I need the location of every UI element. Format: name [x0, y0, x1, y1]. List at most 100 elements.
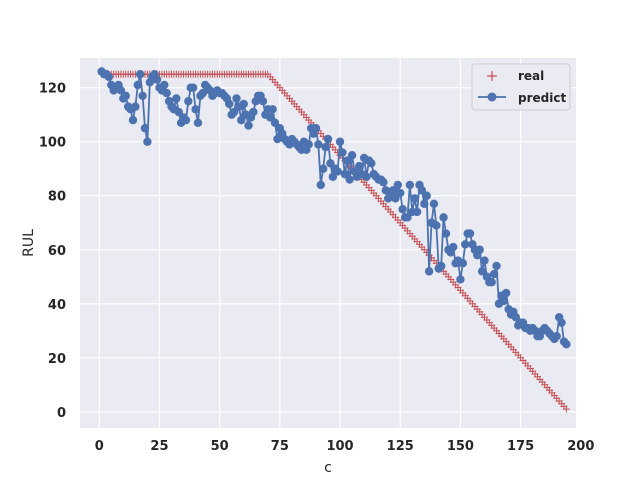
predict-point — [477, 267, 487, 276]
predict-point — [379, 178, 388, 187]
predict-point — [403, 213, 412, 222]
predict-point — [225, 99, 234, 109]
legend-marker-predict — [478, 92, 506, 102]
predict-point — [499, 296, 508, 306]
predict-point — [162, 88, 171, 98]
legend-marker-real — [487, 71, 497, 81]
predict-point — [489, 269, 499, 279]
predict-point — [198, 88, 207, 98]
predict-point — [326, 159, 335, 168]
predict-point — [480, 256, 489, 265]
predict-point — [128, 115, 138, 125]
x-tick-label: 25 — [150, 439, 168, 454]
predict-point — [270, 118, 280, 128]
predict-point — [191, 105, 200, 114]
predict-point — [456, 275, 465, 284]
x-tick-label: 50 — [211, 439, 229, 454]
predict-point — [511, 313, 521, 322]
predict-point — [436, 261, 446, 271]
predict-point — [362, 172, 371, 182]
predict-point — [244, 121, 253, 130]
predict-point — [410, 194, 419, 203]
predict-point — [393, 180, 403, 190]
predict-point — [232, 94, 241, 103]
x-tick-label: 100 — [326, 439, 353, 454]
predict-point — [492, 261, 501, 271]
predict-point — [193, 118, 203, 128]
predict-point — [417, 186, 427, 195]
predict-point — [475, 245, 484, 254]
predict-point — [420, 199, 429, 209]
y-tick-label: 20 — [48, 352, 66, 367]
predict-point — [381, 186, 390, 195]
x-axis-ticks: 0 25 50 75 100 125 150 175 200 — [95, 439, 595, 454]
predict-point — [249, 107, 258, 117]
plot-background — [80, 58, 576, 428]
predict-point — [347, 151, 357, 160]
predict-point — [396, 188, 405, 198]
predict-point — [562, 340, 571, 349]
predict-point — [138, 91, 147, 101]
predict-point — [116, 86, 126, 95]
y-tick-label: 0 — [57, 406, 66, 421]
predict-point — [314, 140, 323, 149]
predict-point — [273, 134, 282, 144]
predict-point — [323, 134, 333, 144]
predict-point — [321, 142, 330, 152]
y-axis-label: RUL — [21, 229, 37, 257]
predict-point — [501, 288, 511, 298]
predict-point — [412, 207, 422, 217]
predict-point — [461, 240, 470, 249]
predict-point — [328, 172, 338, 182]
predict-point — [268, 105, 277, 114]
x-tick-label: 175 — [507, 439, 534, 454]
predict-point — [140, 124, 150, 133]
real-point — [562, 405, 570, 413]
x-tick-label: 200 — [567, 439, 594, 454]
predict-point — [239, 99, 248, 109]
predict-point — [229, 107, 239, 117]
predict-point — [135, 70, 145, 79]
x-tick-label: 0 — [95, 439, 104, 454]
predict-point — [188, 83, 198, 92]
legend-label-real: real — [518, 69, 544, 83]
predict-point — [422, 191, 431, 200]
x-tick-label: 75 — [271, 439, 289, 454]
predict-point — [121, 91, 130, 101]
y-tick-label: 120 — [39, 82, 66, 97]
predict-point — [340, 169, 350, 179]
predict-point — [131, 102, 140, 111]
predict-point — [465, 229, 475, 238]
y-tick-label: 80 — [48, 190, 66, 205]
predict-point — [133, 80, 142, 90]
predict-point — [160, 80, 169, 90]
predict-point — [355, 161, 364, 171]
predict-point — [311, 124, 321, 133]
y-tick-label: 60 — [48, 244, 66, 259]
predict-point — [388, 186, 398, 195]
predict-point — [367, 159, 376, 168]
y-tick-label: 40 — [48, 298, 66, 313]
predict-point — [104, 72, 114, 82]
predict-point — [439, 213, 448, 222]
predict-point — [458, 259, 468, 268]
predict-point — [318, 164, 328, 173]
series-predict — [97, 67, 571, 349]
predict-point — [557, 318, 566, 327]
predict-point — [181, 115, 191, 125]
predict-point — [304, 140, 313, 149]
predict-point — [266, 113, 275, 122]
predict-point — [391, 194, 400, 203]
predict-point — [552, 331, 561, 341]
predict-point — [152, 75, 162, 84]
predict-point — [424, 267, 434, 276]
predict-point — [335, 137, 345, 146]
predict-point — [441, 229, 451, 238]
x-axis-label: c — [324, 460, 332, 476]
grid-lines — [80, 58, 582, 428]
predict-point — [172, 94, 181, 103]
predict-point — [405, 180, 415, 190]
x-tick-label: 125 — [387, 439, 414, 454]
x-tick-label: 150 — [447, 439, 474, 454]
